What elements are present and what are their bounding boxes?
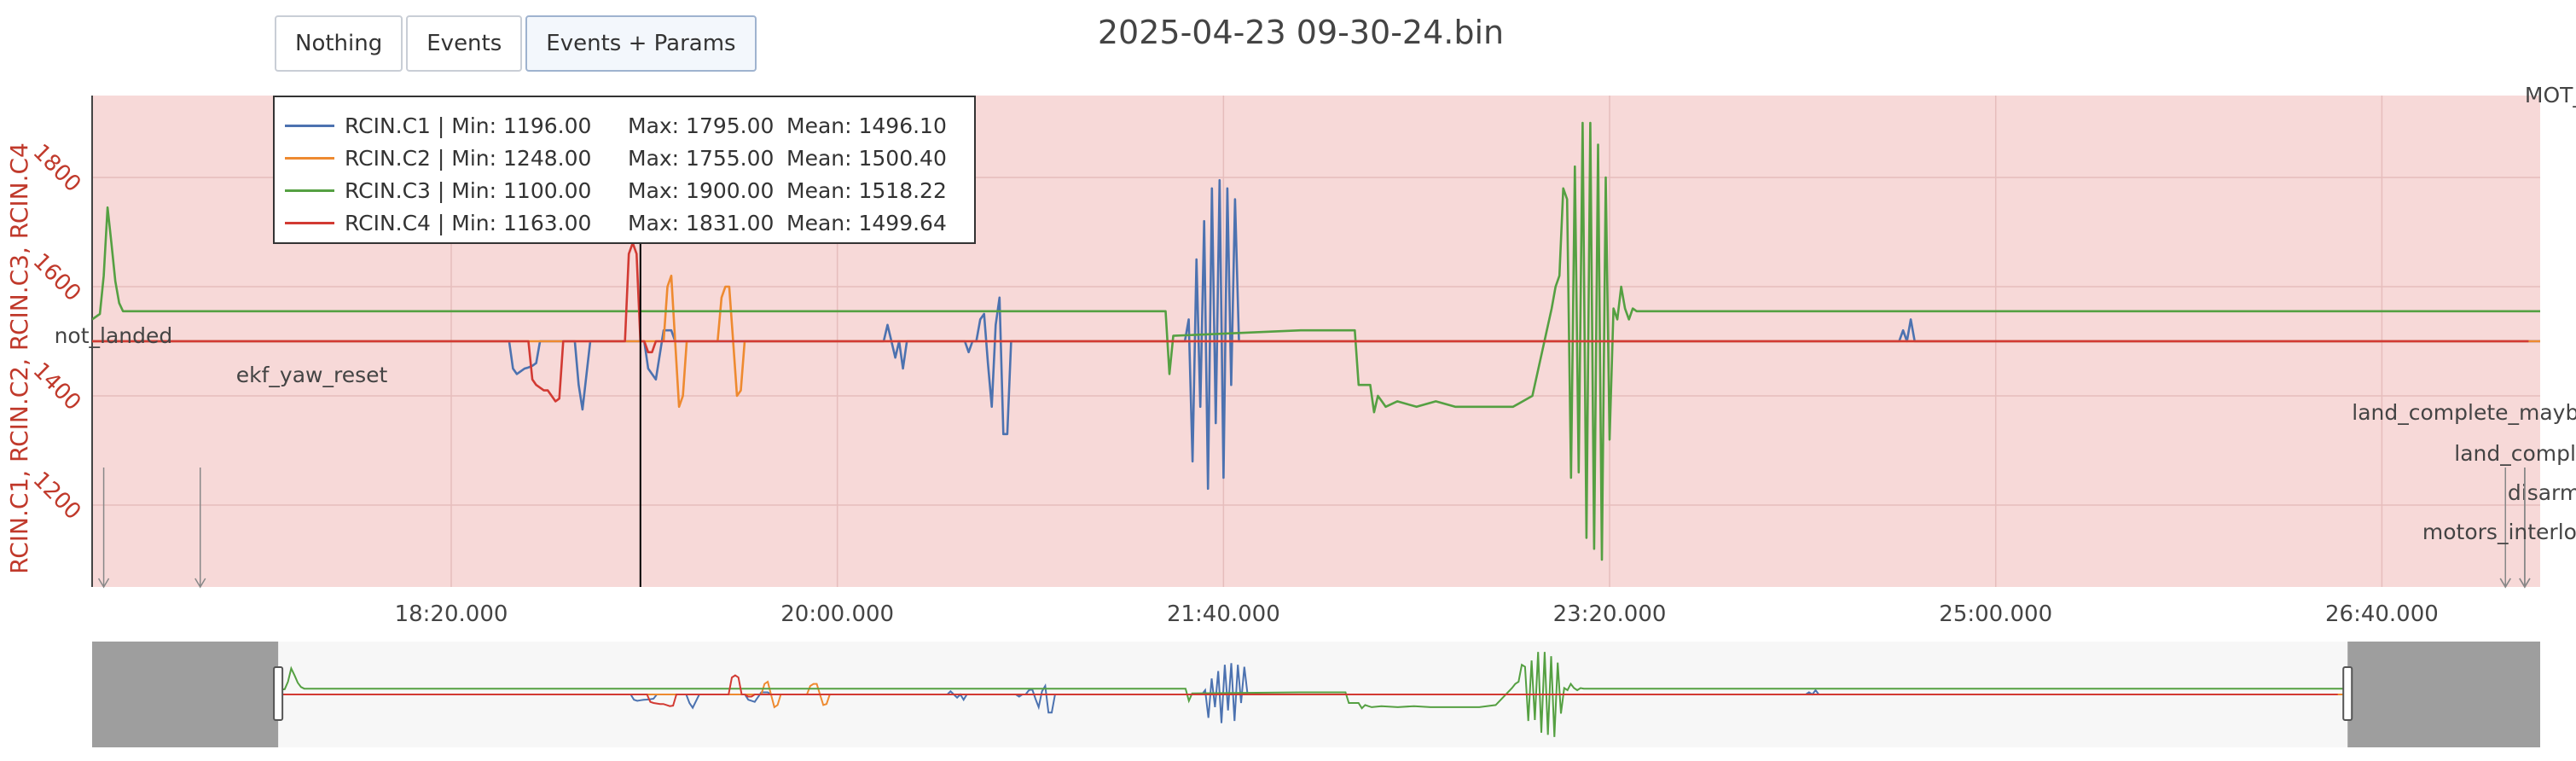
page-title: 2025-04-23 09-30-24.bin (1097, 14, 1505, 51)
navigator-series-line (277, 652, 2348, 737)
legend-entry-name: RCIN.C3 | Min: 1100.00 (345, 177, 592, 203)
legend-entry-max: Max: 1831.00 (628, 210, 775, 235)
x-tick-label: 18:20.000 (395, 601, 508, 627)
y-axis-label: RCIN.C1, RCIN.C2, RCIN.C3, RCIN.C4 (5, 142, 33, 574)
legend-entry-mean: Mean: 1499.64 (786, 210, 947, 235)
navigator-handle-right[interactable] (2342, 666, 2353, 721)
event-label: motors_interlock_ (2422, 520, 2576, 544)
event-label: ekf_yaw_reset (236, 363, 388, 387)
event-label: land_complete_maybe (2352, 400, 2576, 425)
x-tick-label: 20:00.000 (780, 601, 894, 627)
y-tick-label: 1400 (28, 357, 86, 415)
y-tick-label: 1600 (28, 248, 86, 306)
legend-entry-mean: Mean: 1518.22 (786, 177, 947, 203)
series-line-rcin-c4 (92, 241, 2529, 403)
navigator-series-group (277, 652, 2348, 737)
legend-entry-name: RCIN.C1 | Min: 1196.00 (345, 113, 592, 138)
legend: RCIN.C1 | Min: 1196.00 Max: 1795.00 Mean… (273, 96, 976, 244)
x-tick-label: 23:20.000 (1553, 601, 1667, 627)
event-label: MOT_THST_HOVER (2525, 83, 2576, 107)
navigator-series-line (278, 674, 2338, 707)
legend-entry-name: RCIN.C2 | Min: 1248.00 (345, 145, 592, 171)
toolbar: Nothing Events Events + Params (275, 15, 757, 72)
series-group (92, 121, 2540, 561)
legend-entry-mean: Mean: 1496.10 (786, 113, 947, 138)
legend-entry-max: Max: 1795.00 (628, 113, 775, 138)
series-line-rcin-c3 (92, 121, 2540, 561)
legend-entry-c1: RCIN.C1 | Min: 1196.00 Max: 1795.00 Mean… (275, 109, 974, 142)
legend-entry-name: RCIN.C4 | Min: 1163.00 (345, 210, 592, 235)
legend-entry-max: Max: 1755.00 (628, 145, 775, 171)
event-label: not_landed (55, 323, 173, 348)
y-tick-label: 1200 (28, 467, 86, 525)
legend-entry-c4: RCIN.C4 | Min: 1163.00 Max: 1831.00 Mean… (275, 206, 974, 239)
x-tick-label: 21:40.000 (1167, 601, 1280, 627)
legend-swatch (285, 189, 334, 192)
event-arrow (194, 578, 206, 589)
event-label: land_complete (2454, 441, 2576, 466)
event-arrow (2519, 578, 2531, 589)
navigator-mask-left (92, 642, 279, 747)
legend-entry-c2: RCIN.C2 | Min: 1248.00 Max: 1755.00 Mean… (275, 142, 974, 174)
x-tick-label: 26:40.000 (2325, 601, 2439, 627)
navigator-mask-right (2347, 642, 2540, 747)
legend-entry-max: Max: 1900.00 (628, 177, 775, 203)
events-params-button[interactable]: Events + Params (525, 15, 757, 72)
legend-entry-c3: RCIN.C3 | Min: 1100.00 Max: 1900.00 Mean… (275, 174, 974, 206)
legend-entry-mean: Mean: 1500.40 (786, 145, 947, 171)
legend-swatch (285, 124, 334, 127)
legend-swatch (285, 221, 334, 224)
legend-swatch (285, 156, 334, 160)
nothing-button[interactable]: Nothing (275, 15, 403, 72)
y-tick-label: 1800 (28, 139, 86, 197)
event-arrow (2499, 578, 2511, 589)
navigator-handle-left[interactable] (273, 666, 284, 721)
event-label: disarmed (2508, 480, 2576, 505)
event-arrow (97, 578, 110, 589)
x-tick-label: 25:00.000 (1939, 601, 2052, 627)
events-button[interactable]: Events (406, 15, 523, 72)
